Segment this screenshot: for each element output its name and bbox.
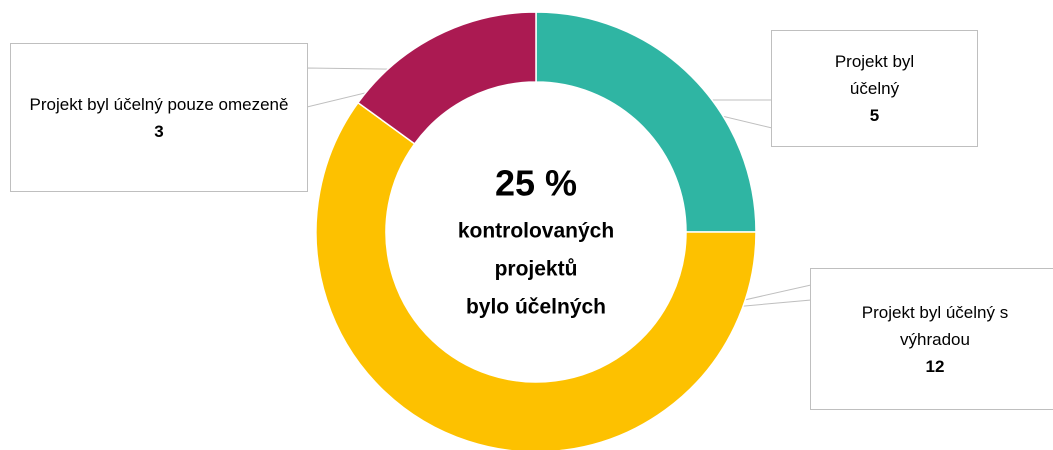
data-label-box: Projekt byl účelný s výhradou 12 xyxy=(810,268,1053,410)
data-label-box: Projekt byl účelný pouze omezeně 3 xyxy=(10,43,308,192)
center-caption: kontrolovaných xyxy=(458,219,614,242)
category-label: Projekt byl účelný xyxy=(834,52,915,98)
donut-segment xyxy=(356,11,537,145)
value-label: 12 xyxy=(925,356,945,376)
center-value: 25 % xyxy=(495,163,577,204)
value-label: 3 xyxy=(154,121,164,141)
value-label: 5 xyxy=(869,106,880,125)
donut-segment xyxy=(315,101,757,450)
center-caption: bylo účelných xyxy=(466,295,606,318)
center-caption: projektů xyxy=(495,257,578,280)
data-label-box: Projekt byl účelný 5 xyxy=(771,30,978,147)
category-label: Projekt byl účelný s výhradou xyxy=(861,302,1009,349)
category-label: Projekt byl účelný pouze omezeně xyxy=(29,94,289,114)
